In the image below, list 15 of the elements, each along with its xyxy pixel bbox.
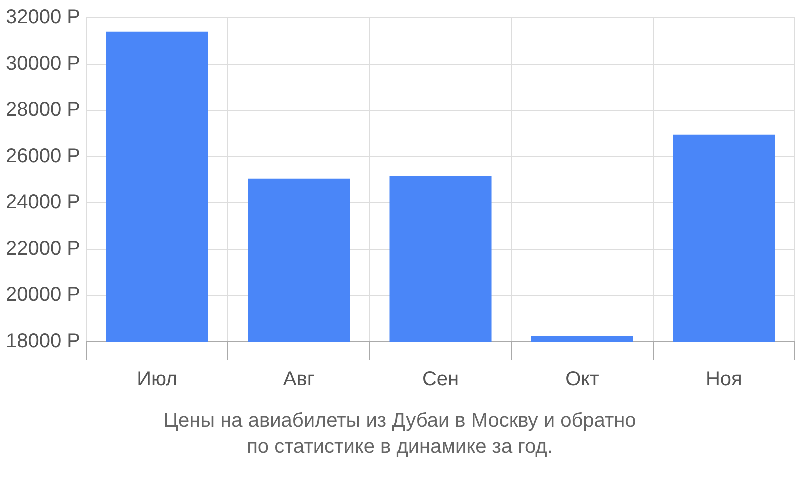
y-tick-label: 28000 Р <box>6 99 81 122</box>
x-tick-label: Июл <box>137 368 178 391</box>
y-tick-label: 32000 Р <box>6 6 81 29</box>
y-tick-label: 22000 Р <box>6 238 81 260</box>
y-tick-label: 18000 Р <box>6 330 81 353</box>
x-tick-label: Ноя <box>706 368 742 391</box>
y-tick-label: 20000 Р <box>6 284 81 306</box>
text: Цены на авиабилеты из Дубаи в Москву и обратно <box>162 409 638 434</box>
text: по статистике в динамике за год. <box>246 435 554 460</box>
x-tick-label: Авг <box>283 368 315 391</box>
y-tick-label: 26000 Р <box>6 145 81 168</box>
y-tick-label: 24000 Р <box>6 192 81 214</box>
y-tick-label: 30000 Р <box>6 52 81 75</box>
x-tick-label: Сен <box>422 368 460 391</box>
x-tick-label: Окт <box>566 368 600 391</box>
